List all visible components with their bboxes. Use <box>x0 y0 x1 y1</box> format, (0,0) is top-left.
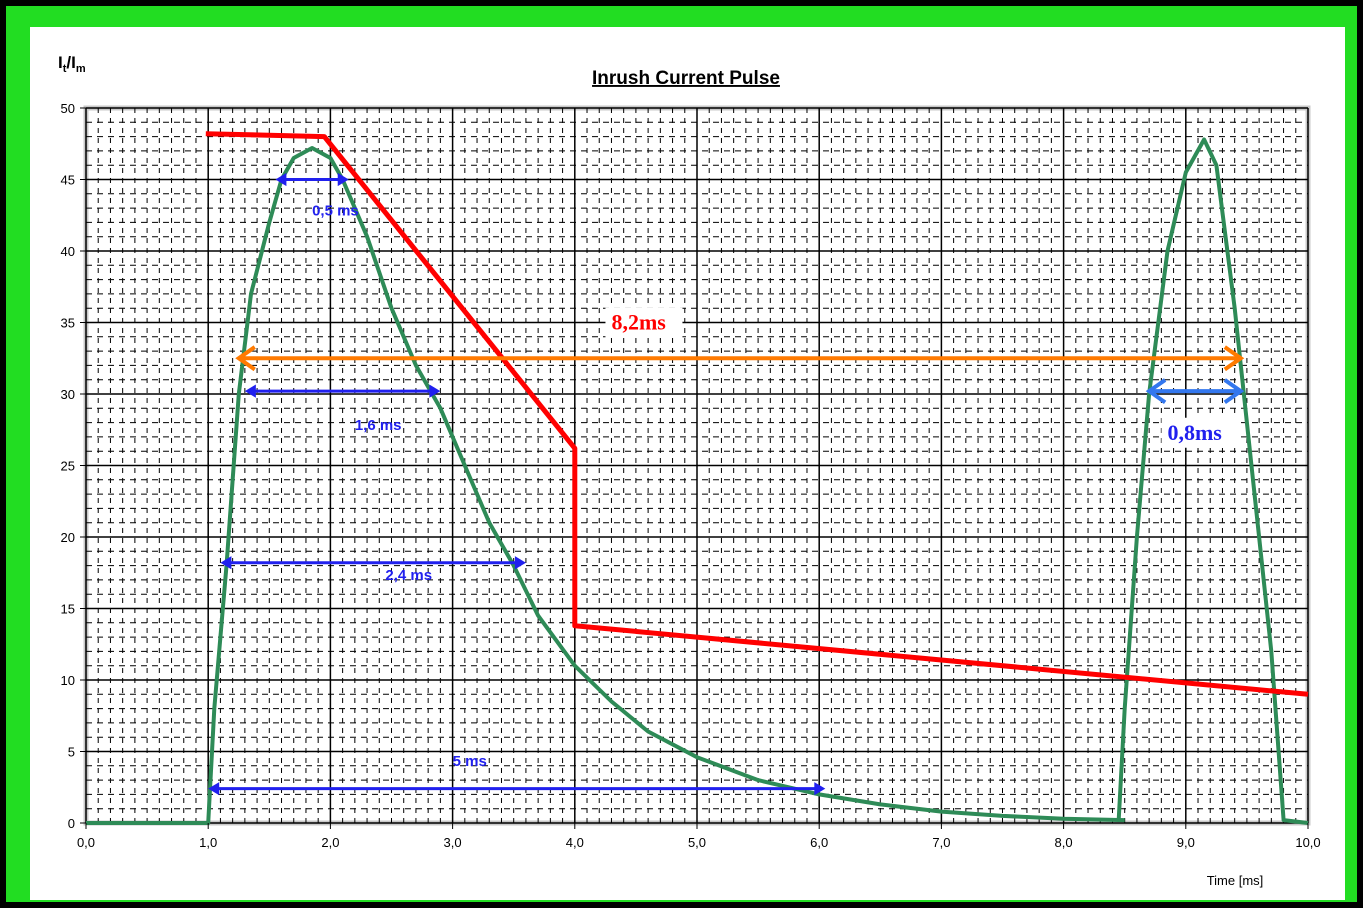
arrowhead-right <box>514 556 526 570</box>
arrowhead-right <box>1223 378 1245 404</box>
annotation-label: 5 ms <box>453 753 487 770</box>
arrowhead-right <box>337 172 349 187</box>
x-tick-label: 0,0 <box>77 835 95 850</box>
arrowhead-right <box>814 782 826 796</box>
y-tick-label: 5 <box>68 745 75 760</box>
y-tick-label: 35 <box>61 316 75 331</box>
y-tick-label: 0 <box>68 816 75 831</box>
annotations: 0,5 ms 1,6 ms 2,4 ms 5 ms 8,2ms 0,8ms <box>208 172 1245 796</box>
x-tick-label: 3,0 <box>444 835 462 850</box>
arrowhead-right <box>429 384 441 398</box>
grid <box>83 105 1311 826</box>
annotation-label: 1,6 ms <box>355 417 402 434</box>
x-tick-label: 10,0 <box>1295 835 1320 850</box>
series-line-1 <box>86 146 1125 825</box>
arrowhead-left <box>235 345 256 372</box>
arrowhead-left <box>244 384 256 398</box>
series <box>86 131 1309 825</box>
chart-title: Inrush Current Pulse <box>592 68 780 89</box>
series-line-3 <box>205 131 1309 697</box>
arrowhead-right <box>1223 345 1245 372</box>
y-axis-label: It/Im <box>58 53 86 75</box>
x-tick-label: 4,0 <box>566 835 584 850</box>
annotation-label: 8,2ms <box>611 310 666 335</box>
chart-svg: Inrush Current Pulse It/Im Time [ms] 0,5… <box>58 53 1321 888</box>
arrowhead-left <box>208 782 220 796</box>
x-tick-label: 5,0 <box>688 835 706 850</box>
arrowhead-left <box>275 172 287 187</box>
x-tick-label: 7,0 <box>932 835 950 850</box>
x-axis-label: Time [ms] <box>1207 873 1264 888</box>
y-tick-label: 20 <box>61 530 75 545</box>
chart-panel: Inrush Current Pulse It/Im Time [ms] 0,5… <box>30 27 1345 900</box>
annotation-label: 0,8ms <box>1167 420 1222 445</box>
y-tick-label: 15 <box>61 602 75 617</box>
green-frame: Inrush Current Pulse It/Im Time [ms] 0,5… <box>6 6 1357 902</box>
x-tick-label: 8,0 <box>1055 835 1073 850</box>
y-tick-label: 10 <box>61 673 75 688</box>
annotation-label-bg <box>605 307 683 338</box>
x-tick-label: 6,0 <box>810 835 828 850</box>
ticks: 0,0 1,0 2,0 3,0 4,0 5,0 6,0 7,0 8,0 9,0 10,0 0 5 10 15… <box>61 101 1321 850</box>
annotation-label: 0,5 ms <box>312 202 359 219</box>
annotation-label-bg <box>1161 417 1239 448</box>
y-tick-label: 30 <box>61 387 75 402</box>
arrowhead-left <box>1145 378 1167 404</box>
series-line-2 <box>1116 137 1309 825</box>
y-tick-label: 45 <box>61 173 75 188</box>
y-tick-label: 25 <box>61 459 75 474</box>
x-tick-label: 1,0 <box>199 835 217 850</box>
x-tick-label: 9,0 <box>1177 835 1195 850</box>
annotation-label: 2,4 ms <box>385 567 432 584</box>
arrowhead-left <box>220 556 232 570</box>
y-tick-label: 50 <box>61 101 75 116</box>
x-tick-label: 2,0 <box>321 835 339 850</box>
y-tick-label: 40 <box>61 244 75 259</box>
